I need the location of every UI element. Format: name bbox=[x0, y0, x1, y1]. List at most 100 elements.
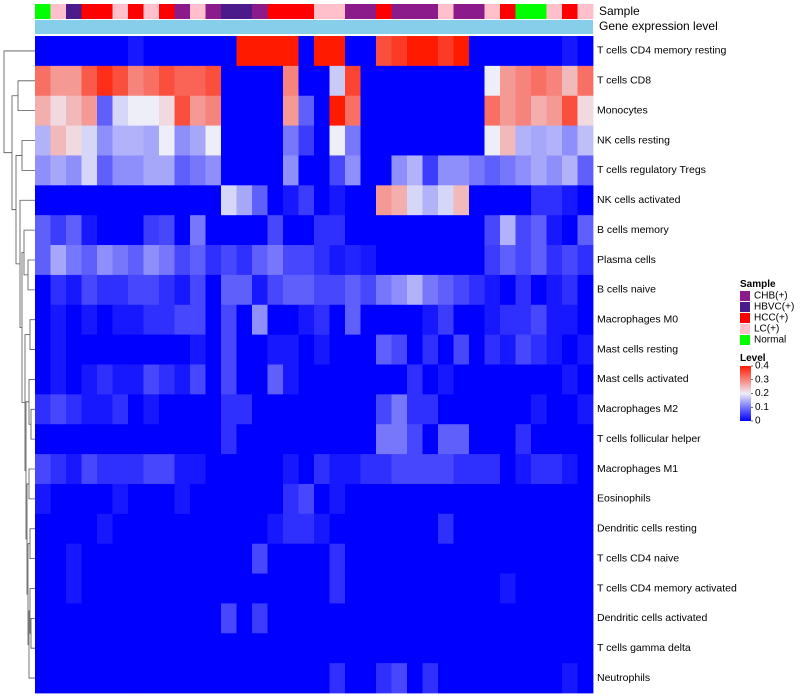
heatmap-cell bbox=[407, 483, 423, 515]
heatmap-cell bbox=[376, 185, 392, 216]
heatmap-cell bbox=[484, 573, 501, 604]
heatmap-cell bbox=[298, 334, 315, 365]
legend-level-colorbar bbox=[740, 366, 751, 421]
heatmap-cell bbox=[66, 424, 82, 455]
heatmap-cell bbox=[515, 603, 532, 634]
heatmap-cell bbox=[531, 513, 547, 545]
sample-annotation-cell bbox=[484, 4, 501, 19]
heatmap-cell bbox=[143, 334, 160, 365]
heatmap-cell bbox=[81, 424, 98, 455]
heatmap-cell bbox=[35, 95, 51, 126]
heatmap-cell bbox=[81, 304, 98, 336]
heatmap-cell bbox=[112, 245, 129, 276]
heatmap-cell bbox=[252, 65, 268, 97]
heatmap-cell bbox=[422, 95, 439, 126]
heatmap-cell bbox=[174, 334, 191, 365]
heatmap-cell bbox=[128, 95, 144, 126]
heatmap-cell bbox=[35, 155, 51, 186]
heatmap-cell bbox=[562, 215, 578, 246]
heatmap-cell bbox=[205, 245, 222, 276]
heatmap-cell bbox=[35, 454, 51, 485]
heatmap-cell bbox=[159, 36, 175, 67]
heatmap-cell bbox=[360, 543, 377, 574]
heatmap-cell bbox=[221, 215, 237, 246]
heatmap-cell bbox=[562, 424, 578, 455]
heatmap-cell bbox=[35, 573, 51, 604]
heatmap-cell bbox=[531, 215, 547, 246]
heatmap-cell bbox=[484, 424, 501, 455]
heatmap-cell bbox=[35, 364, 51, 395]
heatmap-cell bbox=[329, 185, 346, 216]
heatmap-cell bbox=[407, 95, 423, 126]
heatmap-cell bbox=[81, 185, 98, 216]
heatmap-cell bbox=[50, 304, 67, 336]
heatmap-cell bbox=[577, 36, 594, 67]
heatmap-cell bbox=[143, 364, 160, 395]
heatmap-cell bbox=[221, 454, 237, 485]
heatmap-cell bbox=[283, 364, 299, 395]
heatmap-cell bbox=[453, 633, 470, 664]
heatmap-cell bbox=[562, 364, 578, 395]
heatmap-cell bbox=[81, 513, 98, 545]
heatmap-cell bbox=[205, 633, 222, 664]
heatmap-cell bbox=[190, 36, 206, 67]
heatmap-cell bbox=[500, 483, 516, 515]
heatmap-cell bbox=[562, 663, 578, 694]
row-label: B cells memory bbox=[597, 224, 670, 236]
heatmap-cell bbox=[391, 36, 408, 67]
heatmap-cell bbox=[81, 364, 98, 395]
heatmap-cell bbox=[50, 65, 67, 97]
heatmap-cell bbox=[283, 543, 299, 574]
heatmap-cell bbox=[345, 633, 361, 664]
heatmap-cell bbox=[236, 155, 253, 186]
heatmap-cell bbox=[500, 573, 516, 604]
row-label: Dendritic cells resting bbox=[597, 523, 697, 535]
heatmap-cell bbox=[159, 633, 175, 664]
heatmap-cell bbox=[515, 155, 532, 186]
heatmap-cell bbox=[453, 394, 470, 425]
heatmap-cell bbox=[314, 633, 330, 664]
heatmap-cell bbox=[453, 36, 470, 67]
heatmap-cell bbox=[515, 334, 532, 365]
heatmap-cell bbox=[469, 274, 485, 306]
heatmap-cell bbox=[50, 603, 67, 634]
heatmap-cell bbox=[469, 513, 485, 545]
heatmap-cell bbox=[143, 454, 160, 485]
heatmap-cell bbox=[128, 424, 144, 455]
heatmap-cell bbox=[453, 304, 470, 336]
heatmap-cell bbox=[391, 454, 408, 485]
heatmap-cell bbox=[562, 334, 578, 365]
heatmap-cell bbox=[159, 334, 175, 365]
sample-annotation-cell bbox=[345, 4, 361, 19]
heatmap-cell bbox=[546, 454, 563, 485]
legend-level-ticks: 0.4 0.3 0.2 0.1 0 bbox=[751, 361, 769, 427]
heatmap-cell bbox=[531, 185, 547, 216]
heatmap-cell bbox=[128, 155, 144, 186]
heatmap-cell bbox=[174, 663, 191, 694]
heatmap-cell bbox=[531, 603, 547, 634]
heatmap-cell bbox=[515, 424, 532, 455]
heatmap-cell bbox=[252, 454, 268, 485]
heatmap-cell bbox=[453, 334, 470, 365]
heatmap-cell bbox=[515, 513, 532, 545]
heatmap-cell bbox=[143, 185, 160, 216]
heatmap-cell bbox=[453, 483, 470, 515]
heatmap-cell bbox=[314, 65, 330, 97]
sample-annotation-cell bbox=[97, 4, 113, 19]
heatmap-cell bbox=[97, 185, 113, 216]
heatmap-cell bbox=[391, 573, 408, 604]
heatmap-cell bbox=[376, 633, 392, 664]
heatmap-cell bbox=[469, 603, 485, 634]
heatmap-cell bbox=[221, 274, 237, 306]
heatmap-cell bbox=[515, 185, 532, 216]
heatmap-cell bbox=[329, 274, 346, 306]
heatmap-cell bbox=[97, 633, 113, 664]
sample-annotation-cell bbox=[329, 4, 346, 19]
heatmap-cell bbox=[143, 125, 160, 156]
heatmap-cell bbox=[267, 274, 284, 306]
heatmap-cell bbox=[345, 36, 361, 67]
heatmap-cell bbox=[469, 483, 485, 515]
sample-annotation-cell bbox=[515, 4, 532, 19]
heatmap-cell bbox=[376, 65, 392, 97]
heatmap-cell bbox=[174, 364, 191, 395]
